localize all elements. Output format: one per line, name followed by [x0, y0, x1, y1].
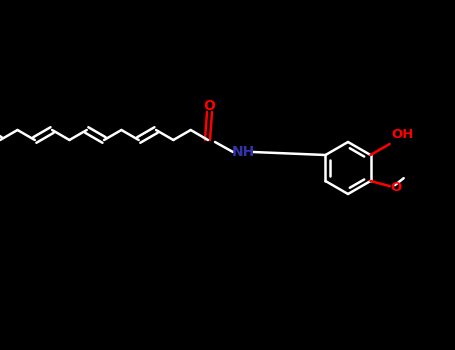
Text: O: O [203, 99, 215, 113]
Text: NH: NH [232, 145, 255, 159]
Text: OH: OH [392, 128, 414, 141]
Text: O: O [391, 181, 402, 194]
